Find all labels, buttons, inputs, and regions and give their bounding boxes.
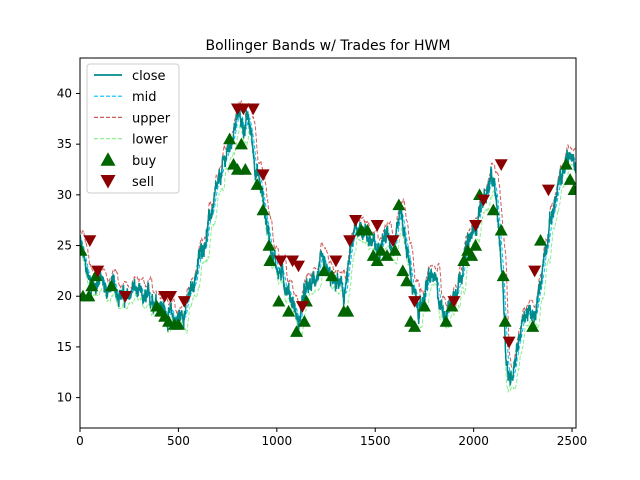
- y-tick-label: 20: [57, 289, 72, 303]
- sell-marker: [408, 296, 422, 308]
- buy-marker: [563, 173, 576, 185]
- buy-marker: [567, 183, 576, 195]
- sell-marker: [177, 296, 191, 308]
- legend-swatch-buy: [100, 152, 116, 166]
- buy-marker: [290, 325, 304, 337]
- buy-marker: [465, 249, 479, 261]
- buy-marker: [498, 315, 512, 327]
- buy-marker: [171, 318, 185, 330]
- buy-marker: [486, 203, 500, 216]
- buy-marker: [388, 244, 402, 256]
- x-tick-label: 2500: [557, 434, 588, 448]
- y-tick-label: 25: [57, 239, 72, 253]
- axes-frame: [79, 57, 577, 429]
- buy-marker: [104, 279, 118, 292]
- x-tick-label: 0: [76, 434, 84, 448]
- buy-marker: [317, 264, 331, 277]
- buy-marker: [82, 289, 96, 302]
- legend-swatch-sell: [100, 175, 116, 189]
- buy-marker: [396, 264, 410, 277]
- buy-marker: [297, 315, 311, 327]
- buy-marker: [534, 233, 548, 246]
- legend-label-sell: sell: [132, 175, 154, 190]
- buy-marker: [380, 249, 394, 261]
- sell-marker: [295, 301, 309, 313]
- buy-marker: [494, 223, 508, 236]
- buy-marker: [469, 239, 483, 251]
- legend-label-upper: upper: [132, 111, 171, 126]
- sell-marker: [528, 265, 542, 278]
- sell-marker: [274, 255, 288, 268]
- sell-marker: [291, 260, 305, 273]
- x-tick-label: 500: [167, 434, 190, 448]
- buy-marker: [392, 198, 406, 211]
- x-tick-label: 2000: [458, 434, 489, 448]
- buy-marker: [325, 269, 339, 282]
- buy-marker: [89, 269, 103, 282]
- buy-marker: [400, 274, 414, 287]
- buy-marker: [559, 157, 573, 170]
- legend-label-close: close: [132, 69, 165, 84]
- sell-marker: [349, 214, 363, 227]
- sell-marker: [370, 220, 384, 232]
- buy-marker: [496, 269, 510, 282]
- buy-marker: [370, 254, 384, 266]
- buy-marker: [360, 223, 374, 236]
- buy-marker: [457, 254, 471, 266]
- buy-marker: [374, 244, 388, 256]
- y-tick-label: 30: [57, 188, 72, 202]
- buy-marker: [445, 299, 459, 312]
- legend-label-lower: lower: [132, 133, 168, 148]
- sell-marker: [256, 169, 270, 182]
- buy-marker: [80, 244, 88, 256]
- sell-marker: [164, 291, 178, 303]
- y-tick-label: 15: [57, 340, 72, 354]
- buy-marker: [439, 315, 453, 327]
- buy-marker: [263, 254, 277, 266]
- buy-marker: [256, 203, 270, 216]
- sell-marker: [236, 103, 250, 116]
- chart-title: Bollinger Bands w/ Trades for HWM: [206, 38, 451, 54]
- sell-marker: [469, 220, 483, 232]
- sell-marker: [502, 336, 516, 349]
- x-tick-label: 1500: [360, 434, 391, 448]
- buy-marker: [272, 294, 286, 307]
- y-tick-label: 35: [57, 137, 72, 151]
- buy-marker: [223, 132, 237, 145]
- series-line-close: [80, 105, 576, 386]
- legend-label-buy: buy: [132, 154, 156, 169]
- x-axis: 0 500 1000 1500 2000 2500: [76, 428, 587, 448]
- sell-marker: [494, 159, 508, 171]
- sell-marker: [447, 296, 461, 308]
- buy-marker: [234, 137, 248, 150]
- sell-marker: [476, 194, 490, 207]
- sell-marker: [118, 291, 132, 303]
- buy-marker: [526, 320, 540, 332]
- buy-marker: [238, 163, 252, 175]
- legend: close mid upper lower buy sell: [86, 63, 180, 194]
- legend-label-mid: mid: [132, 90, 157, 105]
- sell-marker: [386, 235, 400, 247]
- sell-marker: [91, 265, 105, 278]
- trade-markers: [80, 103, 576, 349]
- sell-marker: [83, 235, 97, 247]
- y-tick-label: 10: [57, 391, 72, 405]
- sell-marker: [541, 184, 555, 197]
- buy-marker: [341, 304, 355, 317]
- buy-marker: [282, 304, 296, 317]
- sell-marker: [246, 103, 260, 116]
- x-tick-label: 1000: [262, 434, 293, 448]
- y-axis: 10 15 20 25 30 35 40: [57, 86, 80, 405]
- sell-marker: [329, 255, 343, 268]
- y-tick-label: 40: [57, 86, 72, 100]
- sell-marker: [343, 235, 357, 247]
- buy-marker: [408, 320, 422, 332]
- buy-marker: [417, 299, 431, 312]
- buy-marker: [250, 178, 264, 190]
- buy-marker: [85, 279, 99, 292]
- buy-marker: [262, 239, 276, 251]
- plot-area: 0 500 1000 1500 2000 2500 10 15 20 25 30 35 40: [57, 57, 587, 448]
